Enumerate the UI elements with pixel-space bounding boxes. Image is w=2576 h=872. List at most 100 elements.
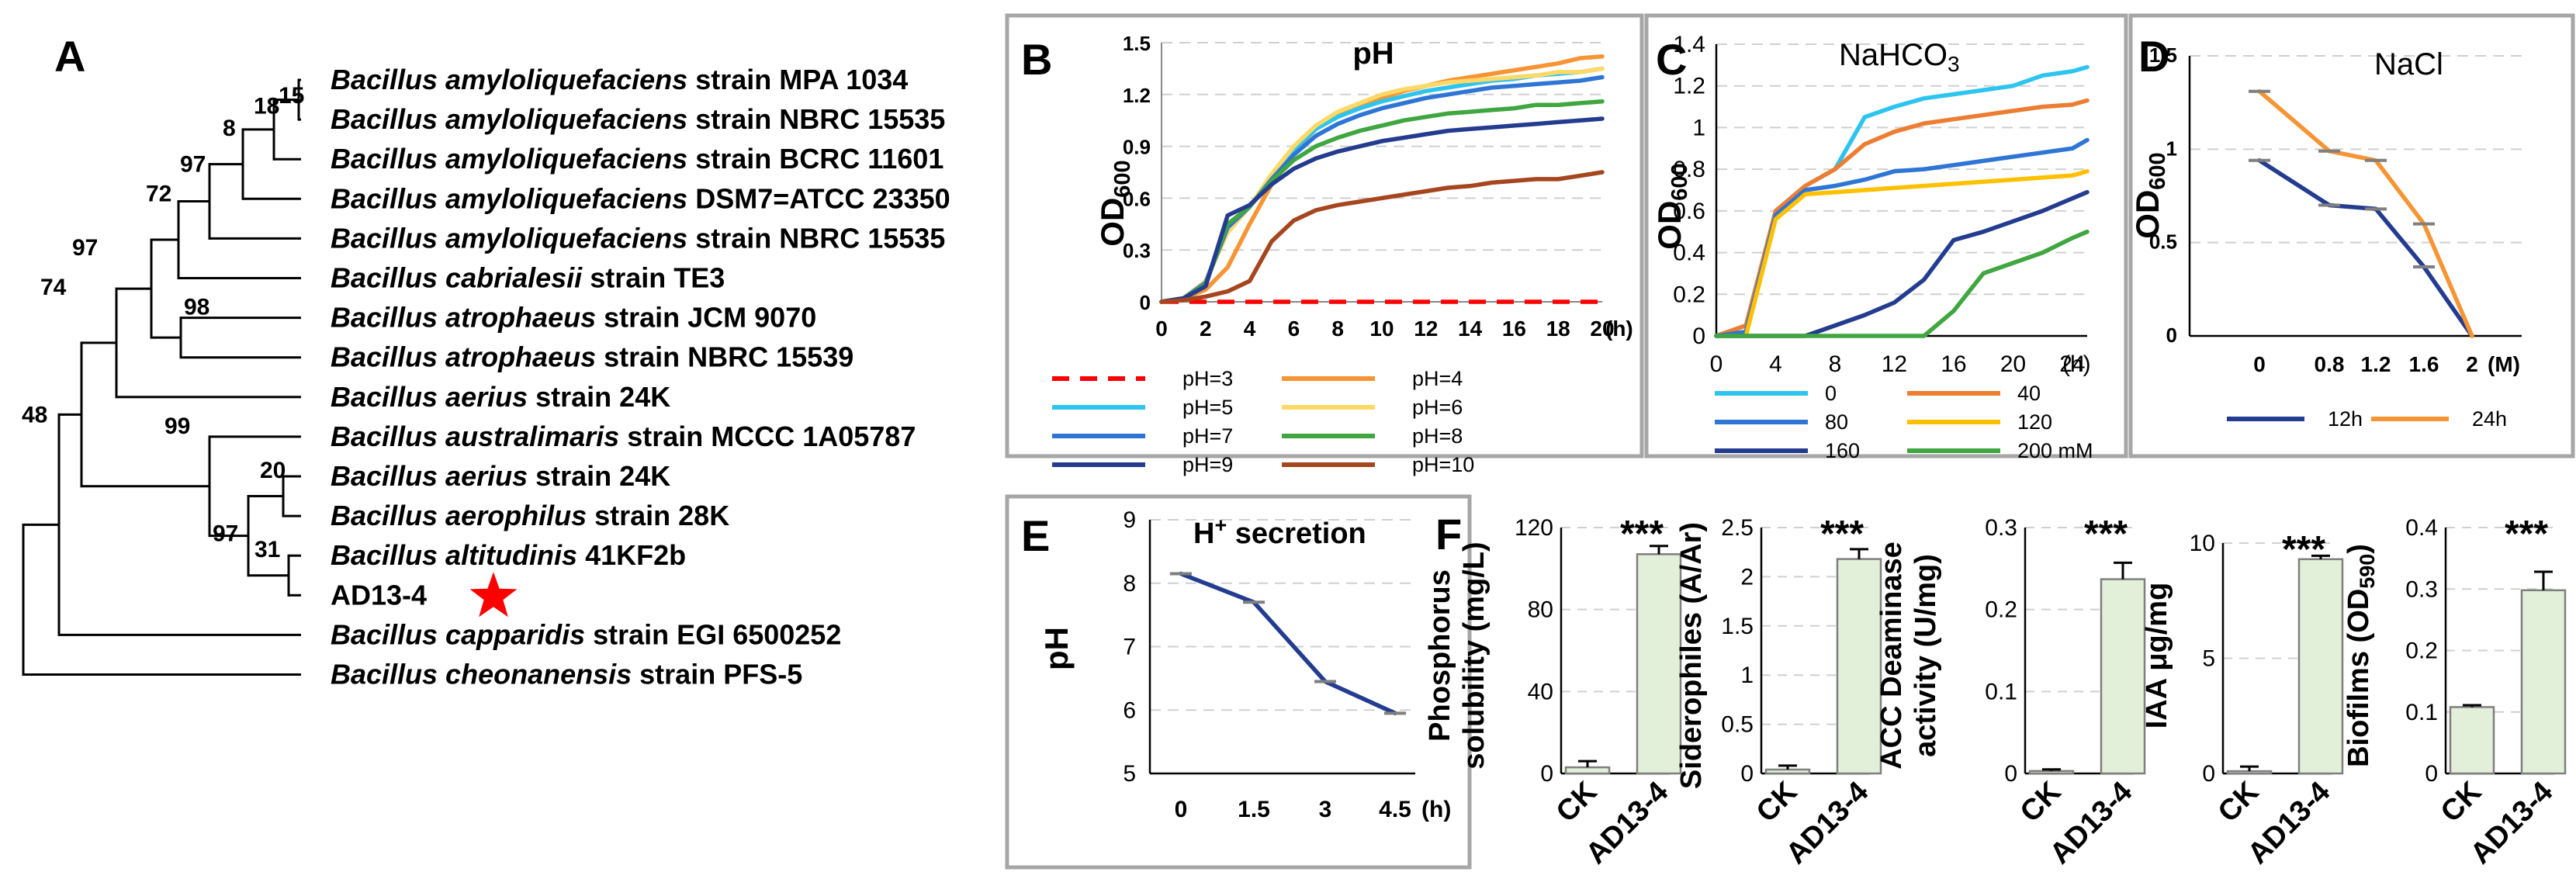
legend-label: 120: [2017, 410, 2052, 434]
y-axis-label: OD600: [2129, 152, 2170, 238]
x-tick-label: 14: [1458, 317, 1483, 341]
leaf-label: Bacillus cheonanensis strain PFS-5: [331, 659, 802, 690]
panel-box: [1644, 13, 2128, 458]
y-tick-label: 0.1: [1985, 679, 2017, 704]
bootstrap-value: 74: [40, 275, 67, 300]
leaf-label: Bacillus capparidis strain EGI 6500252: [331, 618, 841, 650]
y-tick-label: 0.8: [1673, 157, 1705, 182]
y-tick-label: 0: [2004, 761, 2017, 787]
leaf-label: Bacillus cabrialesii strain TE3: [331, 262, 725, 294]
y-axis-label: activity (U/mg): [1909, 554, 1942, 757]
y-axis-label: ACC Deaminase: [1875, 542, 1908, 770]
x-tick-label: 8: [1331, 317, 1344, 341]
leaf-label: Bacillus aerius strain 24K: [331, 381, 670, 413]
y-tick-label: 1: [1692, 115, 1705, 140]
y-tick-label: 8: [1123, 571, 1136, 597]
bar-CK: [1764, 768, 1811, 775]
bar-AD13-4: [1836, 558, 1882, 775]
y-tick-label: 0.6: [1673, 199, 1705, 224]
y-axis-label: Siderophiles (A/Ar): [1675, 522, 1708, 789]
star-icon: [469, 572, 518, 618]
x-tick-label: 20: [2000, 351, 2026, 377]
x-tick-label: 3: [1319, 797, 1332, 822]
chart-title: pH: [1352, 36, 1394, 71]
legend-label: pH=5: [1182, 396, 1233, 419]
x-tick-label: 1.5: [1238, 797, 1270, 822]
legend-label: pH=10: [1412, 453, 1474, 476]
x-tick-label: 1.2: [2361, 352, 2391, 376]
y-tick-label: 2.5: [1721, 515, 1754, 541]
panel-label-E: E: [1021, 511, 1050, 560]
y-tick-label: 40: [1528, 679, 1553, 704]
bootstrap-value: 97: [213, 521, 238, 547]
y-axis-label: IAA μg/mg: [2141, 583, 2173, 729]
x-tick-label: 0: [2253, 352, 2266, 376]
y-axis-label: OD600: [1651, 163, 1692, 249]
panel-label-C: C: [1656, 35, 1687, 84]
y-tick-label: 0.9: [1123, 136, 1151, 159]
panel-label-D: D: [2138, 32, 2169, 81]
bootstrap-value: 97: [72, 235, 98, 261]
legend-label: 24h: [2472, 407, 2507, 431]
significance-stars: ***: [1620, 514, 1664, 555]
bootstrap-value: 15: [279, 83, 304, 109]
legend-label: 80: [1825, 410, 1848, 434]
x-tick-label: 16: [1502, 317, 1526, 341]
bootstrap-value: 97: [180, 152, 206, 178]
bootstrap-value: 98: [184, 295, 209, 320]
series-line-80: [1714, 137, 2090, 338]
x-tick-label: 18: [1546, 317, 1570, 341]
bar-CK: [2028, 770, 2075, 775]
legend-label: pH=3: [1182, 367, 1233, 390]
y-tick-label: 0: [2166, 324, 2177, 347]
panel-box: [2128, 13, 2575, 458]
bar-AD13-4: [2297, 558, 2344, 775]
x-tick-label: 0: [1155, 317, 1168, 341]
y-axis-label: solubility (mg/L): [1458, 542, 1491, 769]
legend-label: pH=4: [1412, 367, 1463, 390]
bar-CK: [1564, 766, 1611, 775]
y-tick-label: 5: [2202, 646, 2215, 672]
y-axis-label: OD600: [1094, 160, 1135, 246]
legend-label: 160: [1825, 439, 1860, 462]
x-tick-label: 20: [1590, 317, 1614, 341]
x-tick-label: 4: [1244, 317, 1256, 341]
y-tick-label: 0.3: [1123, 239, 1151, 262]
significance-stars: ***: [2084, 514, 2128, 555]
legend-label: pH=6: [1412, 396, 1463, 419]
y-tick-label: 0.4: [1673, 240, 1705, 266]
bar-CK: [2226, 770, 2273, 775]
category-label: CK: [1550, 775, 1604, 829]
leaf-label: Bacillus amyloliquefaciens strain MPA 10…: [331, 64, 908, 95]
leaf-label: Bacillus aerius strain 24K: [331, 460, 670, 492]
leaf-label: Bacillus amyloliquefaciens strain NBRC 1…: [331, 222, 945, 254]
bootstrap-value: 72: [146, 181, 171, 206]
series-line-160: [1714, 189, 2090, 338]
y-tick-label: 0.5: [2149, 230, 2177, 254]
x-tick-label: 12: [1414, 317, 1438, 341]
x-tick-label: 4.5: [1379, 797, 1411, 822]
y-tick-label: 1.5: [1123, 32, 1151, 55]
x-unit: (M): [2488, 352, 2520, 376]
x-unit: (h): [2062, 351, 2091, 377]
legend-label: pH=9: [1182, 453, 1233, 476]
y-axis-label: Phosphorus: [1424, 569, 1456, 742]
y-tick-label: 1: [2166, 137, 2177, 160]
y-tick-label: 7: [1123, 635, 1136, 660]
bar-CK: [2449, 706, 2495, 775]
category-label: CK: [2014, 775, 2068, 829]
x-tick-label: 0.8: [2315, 352, 2345, 376]
y-tick-label: 6: [1123, 697, 1136, 723]
category-label: CK: [2435, 775, 2488, 829]
significance-stars: ***: [1820, 514, 1864, 555]
legend-label: 12h: [2328, 407, 2363, 431]
series-line-200 mM: [1714, 229, 2090, 338]
legend-label: pH=8: [1412, 424, 1463, 448]
bootstrap-value: 48: [22, 402, 47, 427]
leaf-label: AD13-4: [331, 579, 427, 611]
y-axis-label: Biofilms (OD590): [2342, 544, 2379, 767]
legend-label: 200 mM: [2017, 439, 2093, 462]
bar-AD13-4: [2100, 578, 2146, 775]
y-tick-label: 1.5: [1721, 614, 1754, 639]
